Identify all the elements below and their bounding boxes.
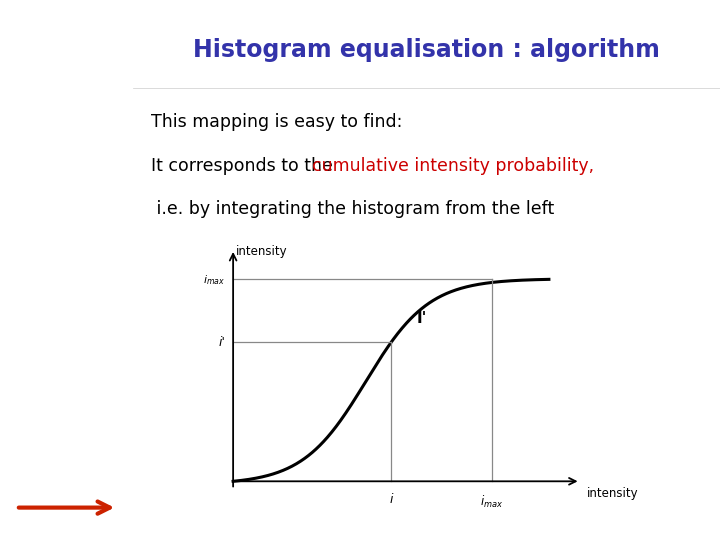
Text: $i_{max}$: $i_{max}$ <box>203 273 225 287</box>
Text: i: i <box>390 494 393 507</box>
Text: It corresponds to the: It corresponds to the <box>151 157 338 174</box>
Text: cumulative intensity probability,: cumulative intensity probability, <box>312 157 594 174</box>
Text: intensity: intensity <box>236 245 288 258</box>
Text: I': I' <box>416 310 427 326</box>
Text: $i_{max}$: $i_{max}$ <box>480 494 504 510</box>
Text: This mapping is easy to find:: This mapping is easy to find: <box>151 113 402 131</box>
Text: i.e. by integrating the histogram from the left: i.e. by integrating the histogram from t… <box>151 200 554 218</box>
Text: Computer
Vision: Computer Vision <box>12 65 121 107</box>
Text: Histogram equalisation : algorithm: Histogram equalisation : algorithm <box>193 38 660 62</box>
Text: i': i' <box>218 336 225 349</box>
Text: intensity: intensity <box>587 488 639 501</box>
